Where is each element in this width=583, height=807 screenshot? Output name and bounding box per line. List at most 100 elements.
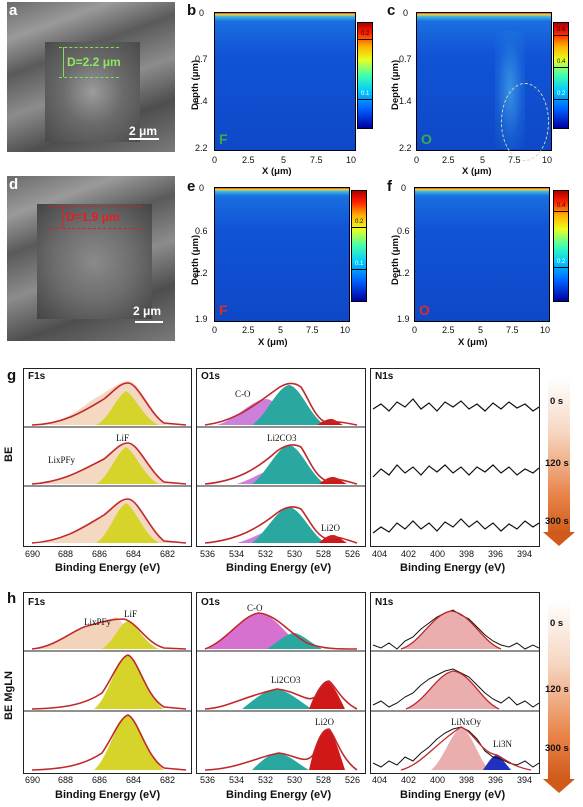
x-tick: 526 [345,775,361,785]
y-tick: 1.2 [195,268,208,278]
y-tick: 0.6 [397,226,410,236]
x-tick: 10 [542,155,553,165]
scale-label: 2 μm [129,124,158,138]
x-tick: 404 [372,775,388,785]
panel-label-h: h [7,590,17,607]
depth-map-e: F [214,187,350,322]
depth-line-top [47,206,142,208]
highlight-ellipse [501,83,549,161]
sem-image-d: D=1.9 μm 2 μm [7,176,175,341]
x-axis-label: Binding Energy (eV) [55,789,161,801]
y-tick: 0.6 [195,226,208,236]
y-tick: 1.2 [397,268,410,278]
x-tick: 690 [25,549,41,559]
x-tick: 2.5 [442,155,455,165]
element-label: O [421,131,432,147]
x-tick: 10 [340,325,351,335]
y-tick: 1.9 [195,314,208,324]
x-axis-label: X (μm) [258,337,288,348]
scale-label: 2 μm [133,304,162,318]
x-tick: 394 [517,549,533,559]
x-tick: 5 [278,325,284,335]
x-tick: 398 [459,549,475,559]
scale-bar [135,321,163,323]
depth-annotation: D=1.9 μm [66,210,120,224]
spectrum-title: F1s [28,371,46,382]
y-tick: 1.4 [195,96,208,106]
x-tick: 534 [229,549,245,559]
panel-label-f: f [387,178,392,195]
x-tick: 688 [58,775,74,785]
x-tick: 536 [200,775,216,785]
x-axis-label: X (μm) [458,337,488,348]
x-tick: 7.5 [508,155,521,165]
x-tick: 686 [92,775,108,785]
x-tick: 682 [160,549,176,559]
panel-label-a: a [9,2,18,19]
peak-label-lipf: LixPFy [84,617,112,627]
y-tick: 2.2 [195,143,208,153]
depth-line-bottom [59,77,119,79]
x-axis-label: Binding Energy (eV) [226,789,332,801]
x-axis-label: X (μm) [262,166,292,177]
x-tick: 526 [345,549,361,559]
panel-label-d: d [9,176,19,193]
time-arrow [548,378,570,534]
x-tick: 2.5 [442,325,455,335]
x-axis-label: X (μm) [462,166,492,177]
x-tick: 530 [287,549,303,559]
x-tick: 7.5 [506,325,519,335]
x-tick: 5 [281,155,287,165]
xps-n1s-h: N1s LiNxOy Li3N [370,592,540,774]
time-label: 0 s [550,396,564,407]
x-tick: 0 [414,155,420,165]
x-tick: 10 [540,325,551,335]
x-tick: 398 [459,775,475,785]
x-tick: 7.5 [310,155,323,165]
x-tick: 528 [316,775,332,785]
x-tick: 400 [430,549,446,559]
peak-label-li2o: Li2O [321,523,340,533]
panel-label-g: g [7,367,17,384]
x-tick: 682 [160,775,176,785]
x-tick: 684 [126,549,142,559]
time-arrow-head [543,532,575,546]
panel-label-b: b [187,2,197,19]
x-tick: 394 [517,775,533,785]
x-tick: 528 [316,549,332,559]
colorbar-e: 0.2 0.1 [351,190,367,302]
time-arrow [548,600,570,780]
x-tick: 0 [212,155,218,165]
x-tick: 402 [401,775,417,785]
x-axis-label: Binding Energy (eV) [400,562,506,574]
panel-label-e: e [187,178,196,195]
sample-label: BE [3,446,15,462]
x-tick: 0 [412,325,418,335]
time-label: 120 s [545,684,569,695]
xps-o1s-h: O1s C-O Li2CO3 Li2O [196,592,366,774]
x-tick: 534 [229,775,245,785]
peak-label-lif: LiF [124,609,138,619]
time-label: 300 s [545,516,569,527]
depth-map-c: O [416,12,552,161]
peak-label-lif: LiF [116,433,130,443]
x-tick: 396 [488,775,504,785]
element-label: F [219,131,228,147]
x-tick: 5 [480,155,486,165]
xps-f1s-g: F1s LixPFy LiF [23,368,192,547]
peak-label-co: C-O [247,603,263,613]
colorbar-b: 0.2 0.1 [357,22,373,129]
time-arrow-head [543,779,575,793]
spectrum-title: O1s [201,597,220,608]
depth-line-bottom [47,228,142,230]
x-tick: 688 [58,549,74,559]
x-tick: 0 [212,325,218,335]
y-tick: 0.7 [195,54,208,64]
sem-pit [37,204,152,319]
colorbar-c: 0.6 0.4 0.2 [553,22,569,129]
depth-arrow [63,47,64,77]
colorbar-tick: 0.2 [361,31,370,37]
y-tick: 1.4 [399,96,412,106]
x-tick: 536 [200,549,216,559]
element-label: F [219,302,228,318]
